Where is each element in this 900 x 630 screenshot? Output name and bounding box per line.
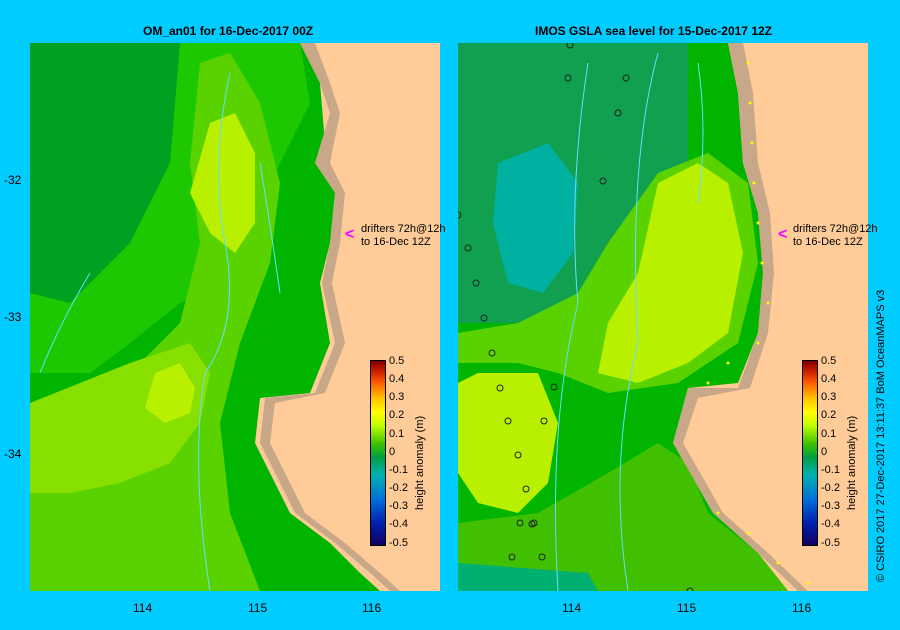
- right-drifter-track-3: [697, 62, 704, 204]
- right-cb-label: 0.1: [821, 428, 837, 440]
- right-colorbar-title: height anomaly (m): [846, 415, 858, 510]
- left-drifter-track-2: [39, 272, 91, 374]
- left-drifter-annotation-2: to 16-Dec 12Z: [361, 236, 431, 248]
- left-y-tick-32: -32: [4, 173, 22, 187]
- right-x-tick-114: 114: [562, 601, 582, 615]
- right-x-tick-116: 116: [792, 601, 812, 615]
- right-drifter-arrow-icon: <: [778, 226, 788, 243]
- right-field-sw: [458, 563, 598, 591]
- right-colorbar: [802, 360, 818, 546]
- right-cb-label: 0.2: [821, 409, 837, 421]
- right-map-svg: [458, 43, 868, 591]
- left-x-tick-116: 116: [362, 601, 382, 615]
- right-cb-label: 0.4: [821, 373, 837, 385]
- left-drifter-annotation-1: drifters 72h@12h: [361, 223, 446, 235]
- right-field-light2: [458, 373, 558, 513]
- left-cb-label: -0.4: [389, 518, 408, 530]
- right-x-tick-115: 115: [677, 601, 697, 615]
- right-cb-label: -0.5: [821, 537, 840, 549]
- left-colorbar-title: height anomaly (m): [414, 415, 426, 510]
- left-drifter-arrow-icon: <: [345, 226, 355, 243]
- left-land: [270, 43, 440, 591]
- left-drifter-track: [198, 72, 231, 591]
- right-drifter-annotation-2: to 16-Dec 12Z: [793, 236, 863, 248]
- right-drifter-annotation-1: drifters 72h@12h: [793, 223, 878, 235]
- left-colorbar: [370, 360, 386, 546]
- right-map-title: IMOS GSLA sea level for 15-Dec-2017 12Z: [535, 24, 772, 38]
- left-cb-label: 0.4: [389, 373, 405, 385]
- left-high-core2: [145, 363, 195, 423]
- right-altimeter-dots: [706, 61, 810, 585]
- right-field-light: [598, 163, 743, 383]
- left-cb-label: 0.1: [389, 428, 405, 440]
- left-cb-label: -0.1: [389, 464, 408, 476]
- right-cb-label: 0.5: [821, 355, 837, 367]
- right-cb-label: -0.3: [821, 500, 840, 512]
- left-map-title: OM_an01 for 16-Dec-2017 00Z: [143, 24, 314, 38]
- right-cb-label: -0.2: [821, 482, 840, 494]
- left-cb-label: 0.2: [389, 409, 405, 421]
- left-x-tick-114: 114: [133, 601, 153, 615]
- right-cb-label: 0.3: [821, 391, 837, 403]
- left-cb-label: -0.3: [389, 500, 408, 512]
- right-cb-label: -0.1: [821, 464, 840, 476]
- left-map-panel: [30, 43, 440, 591]
- left-field-dark: [30, 43, 180, 303]
- left-y-tick-34: -34: [4, 447, 22, 461]
- left-drifter-track-3: [259, 162, 281, 294]
- right-drifter-track: [555, 62, 589, 591]
- right-cb-label: -0.4: [821, 518, 840, 530]
- right-land: [683, 43, 868, 591]
- right-drifter-track-2: [619, 52, 659, 591]
- left-cb-label: 0.3: [389, 391, 405, 403]
- left-y-tick-33: -33: [4, 310, 22, 324]
- left-cb-label: -0.5: [389, 537, 408, 549]
- right-cb-label: 0: [821, 446, 828, 458]
- left-cb-label: 0.5: [389, 355, 405, 367]
- credit-text: © CSIRO 2017 27-Dec-2017 13:11:37 BoM Oc…: [875, 289, 887, 582]
- left-cb-label: -0.2: [389, 482, 408, 494]
- right-map-panel: [458, 43, 868, 591]
- left-high-core: [190, 113, 255, 253]
- left-map-svg: [30, 43, 440, 591]
- right-field-teal: [493, 143, 578, 293]
- left-cb-label: 0: [389, 446, 396, 458]
- right-observation-markers: [458, 43, 694, 591]
- left-x-tick-115: 115: [248, 601, 268, 615]
